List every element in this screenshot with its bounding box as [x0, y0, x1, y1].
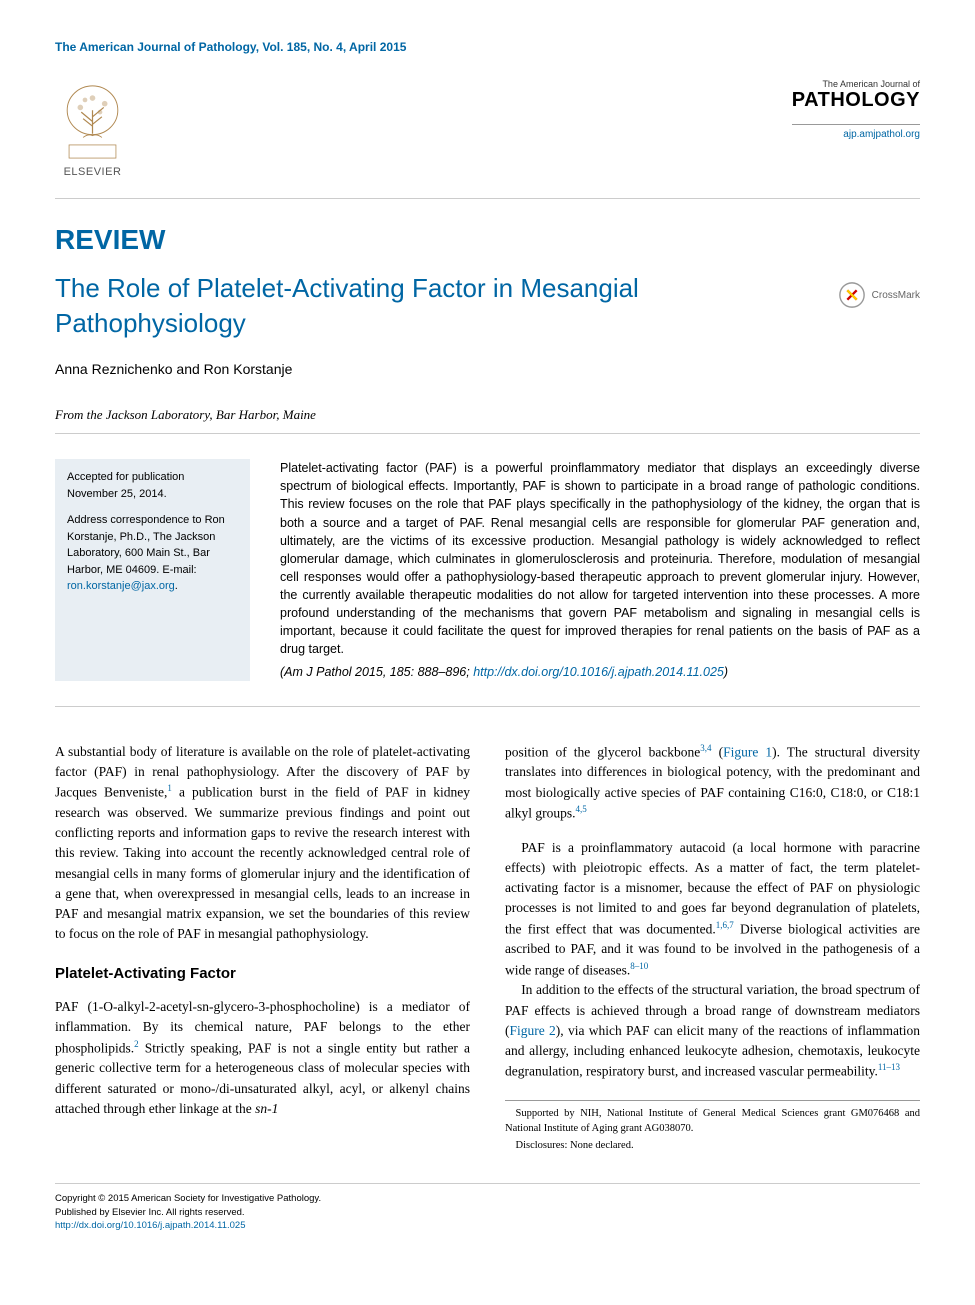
ref-810[interactable]: 8–10 [630, 961, 648, 971]
crossmark-icon [838, 281, 866, 309]
footer-left: Copyright © 2015 American Society for In… [55, 1192, 321, 1232]
journal-title-line2: PATHOLOGY [792, 89, 920, 112]
ref-45[interactable]: 4,5 [576, 804, 587, 814]
citation-prefix: (Am J Pathol 2015, 185: 888–896; [280, 665, 473, 679]
intro-paragraph: A substantial body of literature is avai… [55, 742, 470, 945]
support-footnote: Supported by NIH, National Institute of … [505, 1107, 920, 1136]
disclosures-footnote: Disclosures: None declared. [505, 1139, 920, 1154]
ref-34[interactable]: 3,4 [700, 743, 711, 753]
abstract-block: Platelet-activating factor (PAF) is a po… [280, 459, 920, 681]
published-line: Published by Elsevier Inc. All rights re… [55, 1206, 321, 1219]
journal-logo-block: The American Journal of PATHOLOGY ajp.am… [792, 79, 920, 140]
copyright-line: Copyright © 2015 American Society for In… [55, 1192, 321, 1205]
p1-text-b: a publication burst in the field of PAF … [55, 785, 470, 942]
column-right: position of the glycerol backbone3,4 (Fi… [505, 742, 920, 1156]
c2p1-b: ( [712, 744, 724, 759]
publisher-logo: ELSEVIER [55, 79, 130, 178]
correspondence-info: Address correspondence to Ron Korstanje,… [67, 512, 238, 595]
autacoid-paragraph: PAF is a proinflammatory autacoid (a loc… [505, 838, 920, 981]
footer-doi[interactable]: http://dx.doi.org/10.1016/j.ajpath.2014.… [55, 1219, 321, 1232]
article-title: The Role of Platelet-Activating Factor i… [55, 271, 735, 341]
title-row: The Role of Platelet-Activating Factor i… [55, 271, 920, 341]
elsevier-tree-icon [55, 79, 130, 164]
abstract-citation: (Am J Pathol 2015, 185: 888–896; http://… [280, 663, 920, 681]
footnote-box: Supported by NIH, National Institute of … [505, 1100, 920, 1153]
p2-italic: sn-1 [255, 1101, 278, 1116]
continuation-paragraph: position of the glycerol backbone3,4 (Fi… [505, 742, 920, 824]
body-two-column: A substantial body of literature is avai… [55, 742, 920, 1156]
correspondence-text: Address correspondence to Ron Korstanje,… [67, 514, 225, 576]
authors-line: Anna Reznichenko and Ron Korstanje [55, 361, 920, 377]
journal-title-line1: The American Journal of [792, 79, 920, 89]
paf-paragraph: PAF (1-O-alkyl-2-acetyl-sn-glycero-3-pho… [55, 997, 470, 1119]
article-type-label: REVIEW [55, 224, 920, 256]
mediators-paragraph: In addition to the effects of the struct… [505, 980, 920, 1082]
info-abstract-row: Accepted for publication November 25, 20… [55, 459, 920, 707]
accepted-date: Accepted for publication November 25, 20… [67, 469, 238, 502]
ref-167[interactable]: 1,6,7 [716, 920, 734, 930]
abstract-text: Platelet-activating factor (PAF) is a po… [280, 461, 920, 656]
affiliation-line: From the Jackson Laboratory, Bar Harbor,… [55, 407, 920, 434]
figure-2-ref[interactable]: Figure 2 [510, 1023, 556, 1038]
journal-citation-header: The American Journal of Pathology, Vol. … [55, 40, 920, 54]
article-info-box: Accepted for publication November 25, 20… [55, 459, 250, 681]
abstract-doi-link[interactable]: http://dx.doi.org/10.1016/j.ajpath.2014.… [473, 665, 724, 679]
ref-1113[interactable]: 11–13 [878, 1062, 900, 1072]
crossmark-badge[interactable]: CrossMark [838, 281, 920, 309]
page-footer: Copyright © 2015 American Society for In… [55, 1183, 920, 1232]
c2p1-a: position of the glycerol backbone [505, 744, 700, 759]
section-heading-paf: Platelet-Activating Factor [55, 963, 470, 986]
crossmark-label: CrossMark [872, 290, 920, 301]
correspondence-email[interactable]: ron.korstanje@jax.org [67, 580, 175, 592]
figure-1-ref[interactable]: Figure 1 [723, 744, 772, 759]
journal-url[interactable]: ajp.amjpathol.org [792, 124, 920, 140]
c2p3-c: ), via which PAF can elicit many of the … [505, 1023, 920, 1079]
header-row: ELSEVIER The American Journal of PATHOLO… [55, 79, 920, 199]
column-left: A substantial body of literature is avai… [55, 742, 470, 1156]
publisher-name: ELSEVIER [64, 166, 122, 178]
citation-suffix: ) [724, 665, 728, 679]
